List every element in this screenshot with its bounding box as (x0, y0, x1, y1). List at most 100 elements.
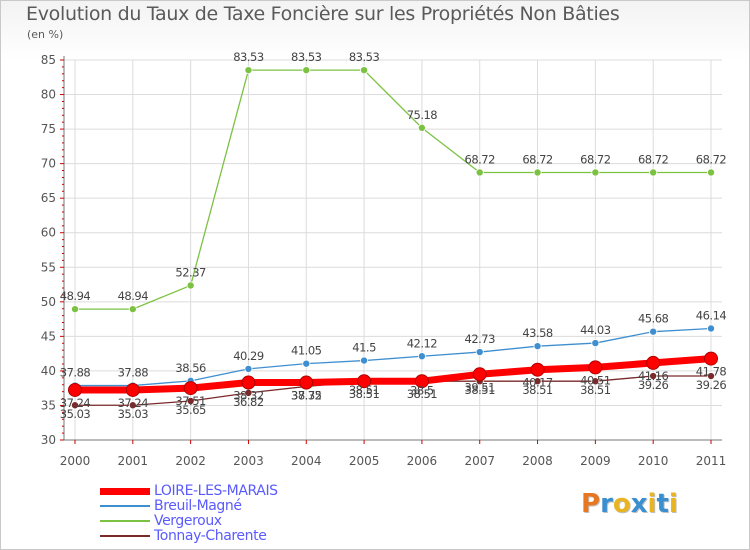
data-point-breuil-magn- (475, 348, 484, 357)
data-label-vergeroux: 68.72 (638, 152, 669, 166)
data-point-breuil-magn- (302, 359, 311, 368)
data-point-vergeroux (71, 305, 80, 314)
data-label-vergeroux: 83.53 (291, 50, 322, 64)
data-point-loire-les-marais (704, 351, 718, 366)
x-tick-label: 2009 (580, 454, 611, 468)
legend-label: LOIRE-LES-MARAIS (154, 483, 278, 499)
data-label-breuil-magn-: 41.5 (352, 341, 376, 355)
data-point-loire-les-marais (125, 382, 140, 397)
data-point-loire-les-marais (183, 381, 198, 396)
data-label-vergeroux: 68.72 (580, 152, 611, 166)
data-point-tonnay-charente (71, 401, 80, 410)
data-point-vergeroux (591, 168, 600, 177)
data-point-loire-les-marais (299, 375, 314, 390)
x-tick-label: 2004 (291, 454, 322, 468)
series-line-breuil-magn- (74, 327, 712, 387)
data-point-vergeroux (533, 168, 542, 177)
data-label-breuil-magn-: 45.68 (638, 312, 669, 326)
data-point-vergeroux (244, 66, 253, 75)
data-label-loire-les-marais: 40.51 (580, 373, 611, 387)
data-label-breuil-magn-: 42.12 (407, 336, 438, 350)
data-label-tonnay-charente: 39.26 (638, 378, 669, 392)
data-point-vergeroux (128, 305, 137, 314)
data-label-tonnay-charente: 36.82 (233, 395, 264, 409)
data-label-breuil-magn-: 38.56 (175, 361, 206, 375)
data-label-breuil-magn-: 37.88 (118, 366, 149, 380)
data-label-tonnay-charente: 38.51 (465, 383, 496, 397)
data-label-tonnay-charente: 38.51 (580, 383, 611, 397)
data-label-breuil-magn-: 44.03 (580, 323, 611, 337)
data-point-loire-les-marais (646, 355, 661, 370)
data-label-vergeroux: 48.94 (118, 289, 149, 303)
chart-title: Evolution du Taux de Taxe Foncière sur l… (26, 3, 620, 25)
x-tick-label: 2006 (407, 454, 438, 468)
proxiti-logo: Proxiti (581, 489, 678, 519)
data-label-vergeroux: 83.53 (233, 50, 264, 64)
data-label-loire-les-marais: 38.32 (291, 389, 322, 403)
y-tick-label: 45 (41, 329, 56, 343)
y-tick-label: 65 (41, 191, 56, 205)
data-label-breuil-magn-: 40.29 (233, 349, 264, 363)
data-point-vergeroux (302, 66, 311, 75)
data-point-breuil-magn- (417, 352, 426, 361)
x-tick-label: 2001 (118, 454, 149, 468)
data-point-tonnay-charente (707, 372, 716, 381)
data-label-loire-les-marais: 37.24 (60, 396, 91, 410)
x-tick-label: 2007 (464, 454, 495, 468)
data-point-breuil-magn- (533, 342, 542, 351)
data-label-loire-les-marais: 38.51 (349, 387, 380, 401)
data-label-tonnay-charente: 39.26 (696, 378, 727, 392)
data-point-loire-les-marais (414, 374, 429, 389)
data-label-breuil-magn-: 42.73 (465, 332, 496, 346)
data-label-loire-les-marais: 38.51 (407, 387, 438, 401)
data-point-tonnay-charente (533, 377, 542, 386)
legend-swatch (100, 535, 150, 537)
y-tick-label: 85 (41, 53, 56, 67)
data-label-vergeroux: 68.72 (522, 152, 553, 166)
x-tick-label: 2003 (233, 454, 264, 468)
y-axis-unit: (en %) (27, 28, 64, 41)
data-point-vergeroux (186, 281, 195, 290)
x-tick-label: 2010 (638, 454, 669, 468)
data-point-tonnay-charente (649, 372, 658, 381)
legend-label: Tonnay-Charente (154, 528, 267, 544)
plot-area (64, 60, 722, 440)
x-tick-label: 2002 (175, 454, 206, 468)
y-tick-label: 55 (41, 260, 56, 274)
legend-label: Vergeroux (154, 513, 222, 529)
x-tick-label: 2005 (349, 454, 380, 468)
data-point-loire-les-marais (241, 375, 256, 390)
data-point-tonnay-charente (186, 396, 195, 405)
data-label-loire-les-marais: 40.17 (522, 376, 553, 390)
y-tick-label: 30 (41, 433, 56, 447)
data-label-vergeroux: 48.94 (60, 289, 91, 303)
x-tick-label: 2011 (696, 454, 727, 468)
data-point-breuil-magn- (360, 356, 369, 365)
data-label-loire-les-marais: 38.32 (233, 389, 264, 403)
data-label-vergeroux: 68.72 (465, 152, 496, 166)
data-label-loire-les-marais: 37.51 (175, 394, 206, 408)
data-label-loire-les-marais: 39.51 (465, 380, 496, 394)
data-point-loire-les-marais (530, 362, 545, 377)
data-label-loire-les-marais: 41.78 (696, 365, 727, 379)
data-label-breuil-magn-: 46.14 (696, 308, 727, 322)
y-tick-label: 80 (41, 88, 56, 102)
x-tick-label: 2008 (522, 454, 553, 468)
data-label-loire-les-marais: 41.16 (638, 369, 669, 383)
data-label-tonnay-charente: 35.65 (175, 403, 206, 417)
data-label-breuil-magn-: 37.88 (60, 366, 91, 380)
x-tick-label: 2000 (60, 454, 91, 468)
legend-swatch (100, 488, 150, 495)
data-label-tonnay-charente: 38.5 (410, 383, 434, 397)
data-label-tonnay-charente: 37.75 (291, 388, 322, 402)
data-point-vergeroux (707, 168, 716, 177)
data-point-vergeroux (360, 66, 369, 75)
y-tick-label: 40 (41, 364, 56, 378)
data-point-breuil-magn- (649, 327, 658, 336)
series-line-vergeroux (74, 69, 712, 310)
data-point-breuil-magn- (244, 364, 253, 373)
data-label-tonnay-charente: 35.03 (60, 407, 91, 421)
data-point-loire-les-marais (588, 360, 603, 375)
series-loire-les-marais (68, 351, 718, 397)
data-point-breuil-magn- (707, 324, 716, 333)
